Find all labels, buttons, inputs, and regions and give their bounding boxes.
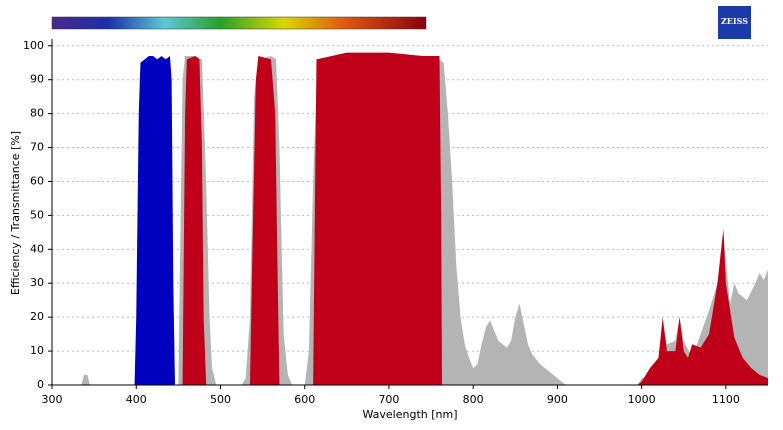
y-tick-label: 30 <box>30 276 44 289</box>
x-tick-label: 600 <box>294 393 315 406</box>
y-tick-label: 0 <box>37 378 44 391</box>
x-tick-label: 700 <box>378 393 399 406</box>
y-axis-label: Efficiency / Transmittance [%] <box>9 131 22 295</box>
logo: ZEISS <box>721 16 748 26</box>
transmission-area <box>182 52 769 385</box>
y-tick-label: 50 <box>30 208 44 221</box>
y-tick-label: 70 <box>30 141 44 154</box>
logo-box <box>718 6 751 39</box>
x-tick-label: 1100 <box>712 393 740 406</box>
x-tick-label: 1000 <box>628 393 656 406</box>
x-tick-label: 800 <box>463 393 484 406</box>
y-tick-label: 60 <box>30 174 44 187</box>
x-tick-label: 500 <box>210 393 231 406</box>
y-tick-label: 100 <box>23 39 44 52</box>
x-tick-label: 400 <box>126 393 147 406</box>
x-tick-label: 300 <box>42 393 63 406</box>
y-tick-label: 10 <box>30 344 44 357</box>
y-tick-label: 90 <box>30 73 44 86</box>
transmission-area <box>134 55 175 385</box>
y-tick-label: 20 <box>30 310 44 323</box>
spectrum-bar <box>51 16 427 30</box>
y-tick-label: 40 <box>30 242 44 255</box>
y-tick-label: 80 <box>30 107 44 120</box>
x-axis-label: Wavelength [nm] <box>362 408 457 421</box>
x-tick-label: 900 <box>547 393 568 406</box>
plot: 0 10 20 30 40 50 60 70 80 90 100 300 400 500 600 700 800… <box>23 39 769 406</box>
